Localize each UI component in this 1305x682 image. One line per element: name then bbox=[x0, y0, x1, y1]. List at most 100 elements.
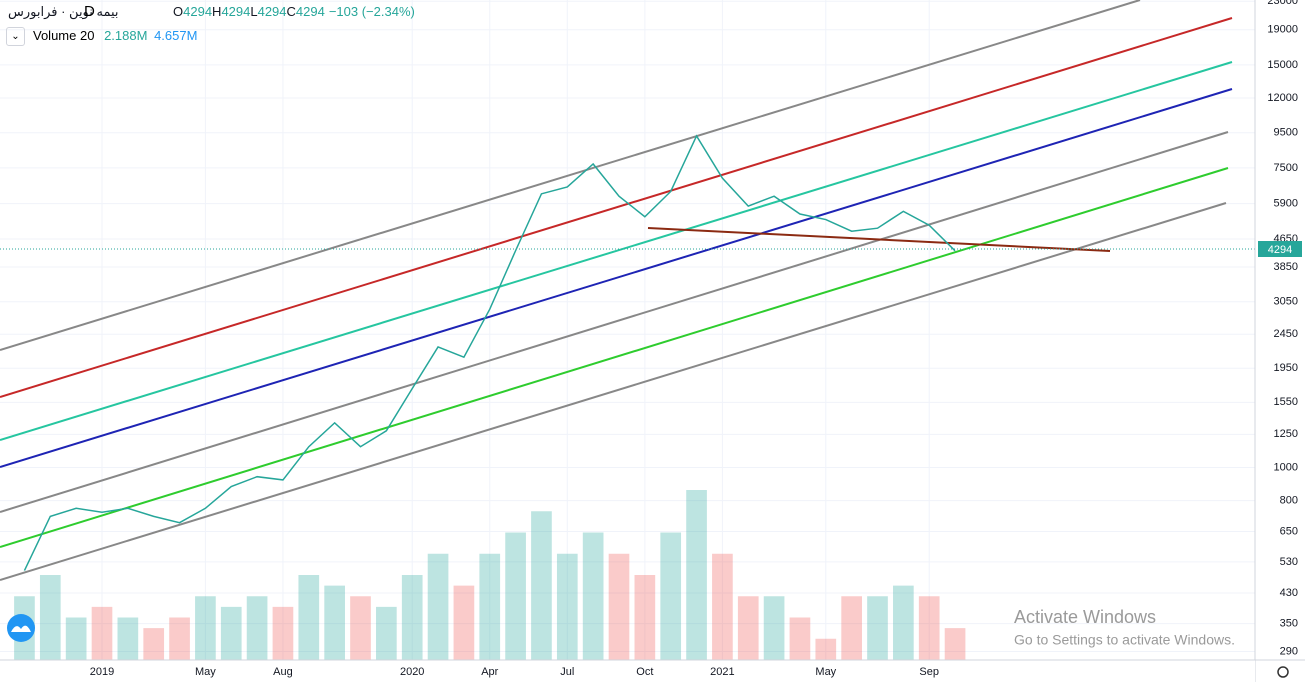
volume-bar bbox=[169, 617, 190, 660]
x-tick-label: 2019 bbox=[90, 666, 114, 678]
indicator-name: Volume 20 bbox=[33, 28, 95, 43]
volume-bar bbox=[686, 490, 707, 660]
ohlc-label: C bbox=[286, 4, 296, 19]
volume-bar bbox=[531, 511, 552, 660]
logo-icon bbox=[11, 625, 31, 632]
trend-lines bbox=[0, 0, 1233, 581]
ohlc-value: 4294 bbox=[257, 4, 287, 19]
channel-line bbox=[0, 167, 1229, 548]
y-tick-label: 1550 bbox=[1274, 396, 1298, 408]
volume-bar bbox=[427, 553, 449, 660]
volume-bar bbox=[556, 553, 578, 660]
ohlc-value: 4294 bbox=[221, 4, 251, 19]
volume-bar bbox=[143, 628, 165, 660]
volume-bar bbox=[815, 638, 837, 660]
indicator-value: 4.657M bbox=[154, 28, 198, 43]
y-tick-label: 1000 bbox=[1274, 461, 1298, 473]
x-tick-label: 2021 bbox=[710, 666, 734, 678]
support-line bbox=[647, 227, 1111, 252]
volume-bar bbox=[376, 606, 397, 660]
settings-icon[interactable] bbox=[1277, 666, 1289, 678]
watermark-title: Activate Windows bbox=[1014, 607, 1156, 627]
y-tick-label: 7500 bbox=[1274, 162, 1298, 174]
ohlc-label: H bbox=[212, 4, 222, 19]
volume-bar bbox=[712, 553, 733, 660]
ohlc-label: O bbox=[173, 4, 184, 19]
y-tick-label: 23000 bbox=[1267, 0, 1298, 7]
volume-bar bbox=[505, 532, 526, 660]
price-tag-label: 4294 bbox=[1268, 244, 1292, 256]
y-tick-label: 3850 bbox=[1274, 261, 1298, 273]
channel-line bbox=[0, 17, 1233, 398]
volume-bar bbox=[789, 617, 811, 660]
y-tick-label: 9500 bbox=[1274, 127, 1298, 139]
volume-bar bbox=[453, 585, 475, 660]
volume-bar bbox=[944, 628, 966, 660]
volume-bar bbox=[117, 617, 139, 660]
volume-bar bbox=[893, 585, 914, 660]
x-tick-label: May bbox=[195, 666, 216, 678]
indicator-legend: Volume 20 2.188M 4.657M bbox=[33, 28, 197, 43]
y-tick-label: 430 bbox=[1280, 587, 1298, 599]
interval[interactable]: D bbox=[84, 3, 95, 20]
y-tick-label: 3050 bbox=[1274, 296, 1298, 308]
channel-line bbox=[0, 0, 1141, 351]
exchange: فرابورس bbox=[8, 4, 58, 19]
volume-bar bbox=[841, 596, 862, 660]
volume-bar bbox=[220, 606, 242, 660]
channel-line bbox=[0, 88, 1233, 468]
symbol: بیمه نوین bbox=[69, 4, 119, 19]
volume-bar bbox=[350, 596, 371, 660]
time-axis bbox=[0, 660, 1255, 682]
volume-bar bbox=[39, 575, 61, 660]
volume-bar bbox=[246, 596, 268, 660]
volume-bar bbox=[737, 596, 759, 660]
volume-bar bbox=[324, 585, 345, 660]
y-tick-label: 2450 bbox=[1274, 328, 1298, 340]
y-tick-label: 530 bbox=[1280, 556, 1298, 568]
channel-line bbox=[0, 131, 1229, 513]
x-tick-label: Apr bbox=[481, 666, 498, 678]
y-tick-label: 1950 bbox=[1274, 362, 1298, 374]
symbol-header: بیمه نوین · فرابورس bbox=[8, 4, 119, 19]
ohlc-value: 4294 bbox=[183, 4, 213, 19]
indicator-value: 2.188M bbox=[104, 28, 148, 43]
y-tick-label: 290 bbox=[1280, 645, 1298, 657]
channel-line bbox=[0, 61, 1233, 441]
x-tick-label: 2020 bbox=[400, 666, 424, 678]
x-tick-label: May bbox=[815, 666, 836, 678]
y-tick-label: 5900 bbox=[1274, 197, 1298, 209]
y-tick-label: 350 bbox=[1280, 618, 1298, 630]
volume-bar bbox=[634, 575, 656, 660]
price-axis bbox=[1255, 0, 1305, 660]
x-tick-label: Sep bbox=[919, 666, 939, 678]
x-tick-label: Aug bbox=[273, 666, 293, 678]
volume-bar bbox=[195, 596, 216, 660]
volume-bar bbox=[401, 575, 423, 660]
x-tick-label: Jul bbox=[560, 666, 574, 678]
change: −103 (−2.34%) bbox=[328, 4, 415, 19]
ohlc-value: 4294 bbox=[295, 4, 325, 19]
x-tick-label: Oct bbox=[636, 666, 653, 678]
volume-bar bbox=[867, 596, 888, 660]
y-tick-label: 19000 bbox=[1267, 24, 1298, 36]
y-tick-label: 1250 bbox=[1274, 428, 1298, 440]
volume-bar bbox=[582, 532, 604, 660]
channel-line bbox=[0, 202, 1227, 581]
volume-bar bbox=[479, 553, 501, 660]
y-tick-label: 800 bbox=[1280, 495, 1298, 507]
volume-bar bbox=[65, 617, 87, 660]
volume-bar bbox=[608, 553, 630, 660]
volume-bar bbox=[763, 596, 785, 660]
collapse-button[interactable]: ⌄ bbox=[6, 27, 25, 46]
volume-bar bbox=[298, 575, 320, 660]
price-line bbox=[23, 134, 956, 571]
volume-bar bbox=[660, 532, 682, 660]
price-tag bbox=[1258, 241, 1302, 257]
volume-bar bbox=[918, 596, 940, 660]
volume-bar bbox=[91, 606, 113, 660]
watermark-subtitle: Go to Settings to activate Windows. bbox=[1014, 632, 1235, 648]
logo[interactable] bbox=[7, 614, 35, 642]
